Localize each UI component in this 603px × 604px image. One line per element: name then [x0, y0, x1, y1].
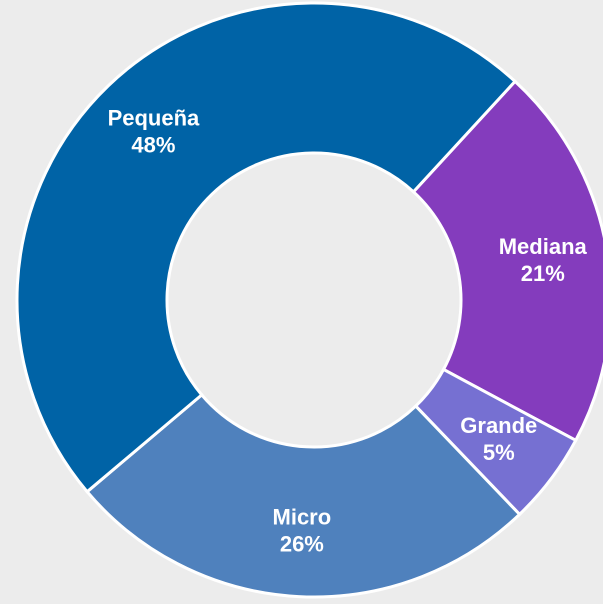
donut-slice — [15, 1, 518, 494]
donut-slice — [85, 392, 522, 599]
slice-value-label: 21% — [521, 261, 565, 286]
slice-label: Grande — [460, 413, 537, 438]
slice-label: Mediana — [499, 234, 588, 259]
slice-label: Pequeña — [108, 105, 200, 130]
donut-slice — [411, 79, 603, 443]
slice-label: Micro — [273, 504, 332, 529]
slice-value-label: 26% — [280, 531, 324, 556]
slice-value-label: 48% — [131, 132, 175, 157]
slice-value-label: 5% — [483, 440, 515, 465]
